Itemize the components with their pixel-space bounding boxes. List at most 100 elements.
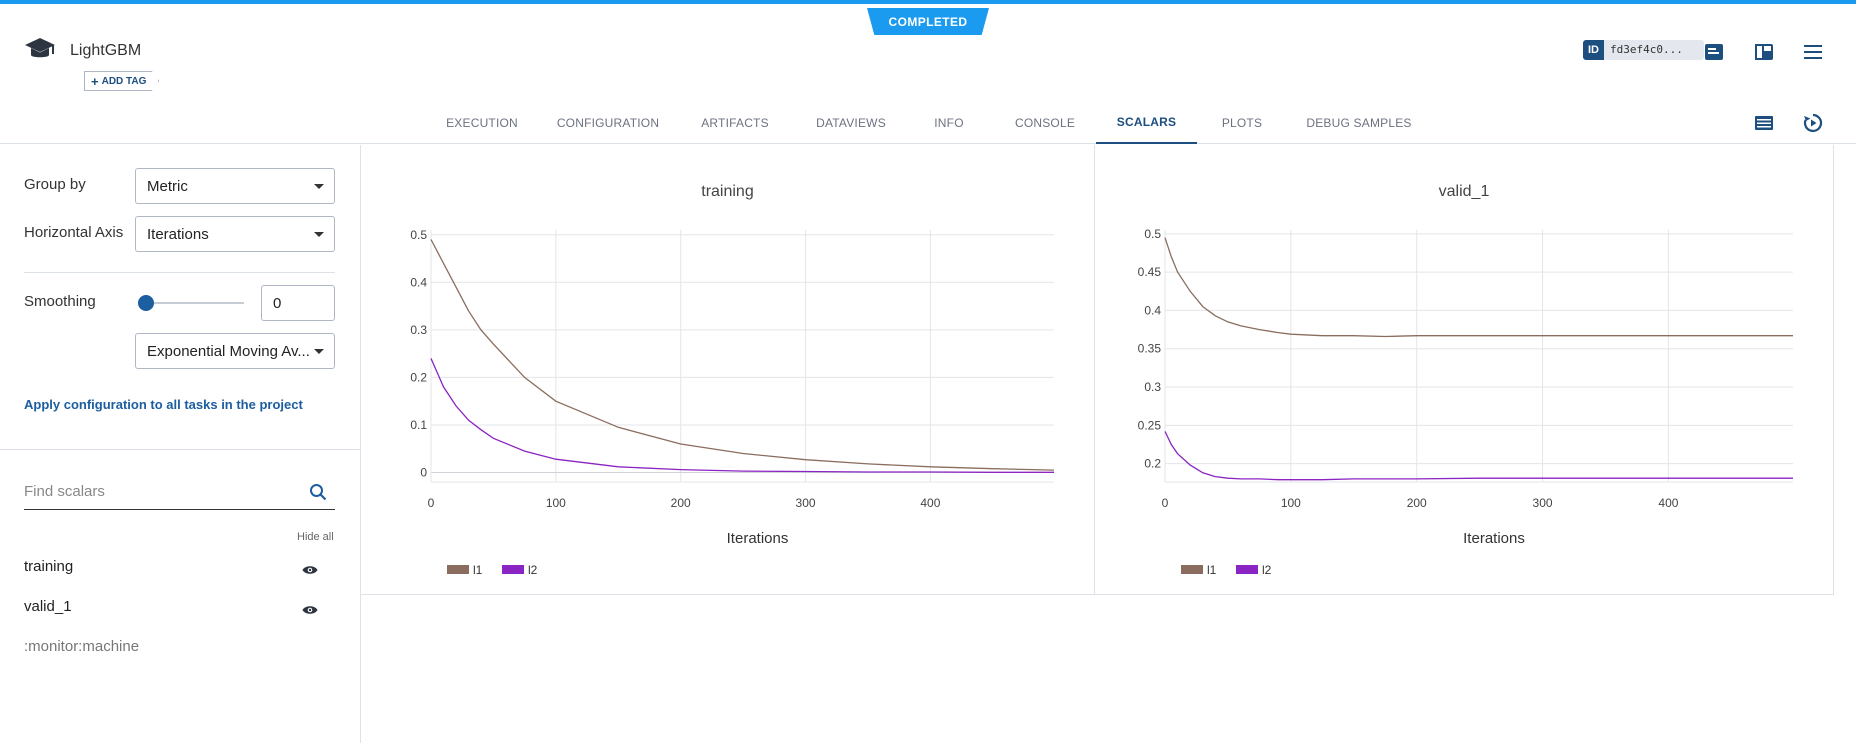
legend-label-l1: l1 xyxy=(1207,563,1217,577)
legend-swatch-l2 xyxy=(502,565,524,574)
horizontal-axis-label: Horizontal Axis xyxy=(24,224,124,241)
legend-swatch-l1 xyxy=(447,565,469,574)
divider xyxy=(24,272,335,273)
refresh-icon xyxy=(1803,113,1823,133)
valid-1-chart[interactable]: valid_1 0 100 200 300 400 0.2 0.25 0.3 0.35 0.4 0.4… xyxy=(1095,145,1834,595)
y-tick-label: 0.1 xyxy=(410,418,427,432)
divider xyxy=(0,449,361,450)
smoothing-label: Smoothing xyxy=(24,293,96,310)
y-tick-label: 0.45 xyxy=(1138,265,1162,279)
details-icon xyxy=(1705,44,1723,60)
tab-configuration[interactable]: CONFIGURATION xyxy=(556,116,660,130)
scalars-content: training 0 100 200 300 400 0 0.1 0.2 0.3 0.4 0.5 Ite… xyxy=(361,145,1856,743)
tab-debug-samples[interactable]: DEBUG SAMPLES xyxy=(1306,116,1412,130)
x-tick-label: 0 xyxy=(428,496,435,510)
group-by-select[interactable]: Metric xyxy=(135,168,335,204)
legend-label-l2: l2 xyxy=(1262,563,1272,577)
legend-swatch-l1 xyxy=(1181,565,1203,574)
series-line-l2 xyxy=(1164,431,1793,481)
legend-swatch-l2 xyxy=(1236,565,1258,574)
group-by-value: Metric xyxy=(147,177,188,195)
x-axis-title: Iterations xyxy=(727,530,789,547)
tab-execution[interactable]: EXECUTION xyxy=(446,116,518,130)
chevron-down-icon xyxy=(314,232,324,237)
chart-card-training: training 0 100 200 300 400 0 0.1 0.2 0.3 0.4 0.5 Ite… xyxy=(361,145,1095,595)
horizontal-axis-select[interactable]: Iterations xyxy=(135,216,335,252)
horizontal-axis-value: Iterations xyxy=(147,225,209,243)
x-tick-label: 400 xyxy=(1658,496,1678,510)
scalars-settings-sidebar: Group by Metric Horizontal Axis Iteratio… xyxy=(0,145,361,743)
y-tick-label: 0.35 xyxy=(1138,342,1162,356)
tab-plots[interactable]: PLOTS xyxy=(1221,116,1263,130)
y-tick-label: 0.25 xyxy=(1138,418,1162,432)
y-tick-label: 0.2 xyxy=(410,370,427,384)
chart-card-valid-1: valid_1 0 100 200 300 400 0.2 0.25 0.3 0.35 0.4 0.4… xyxy=(1095,145,1834,595)
x-tick-label: 100 xyxy=(546,496,566,510)
smoothing-slider-track[interactable] xyxy=(146,302,244,304)
smoothing-input[interactable]: 0 xyxy=(261,285,335,321)
task-tabs: EXECUTION CONFIGURATION ARTIFACTS DATAVI… xyxy=(0,102,1856,144)
auto-refresh-button[interactable] xyxy=(1801,111,1825,135)
x-tick-label: 100 xyxy=(1281,496,1301,510)
training-chart[interactable]: training 0 100 200 300 400 0 0.1 0.2 0.3 0.4 0.5 Ite… xyxy=(361,145,1095,595)
metric-item-monitor-machine[interactable]: :monitor:machine xyxy=(24,638,140,655)
id-label: ID xyxy=(1583,40,1604,60)
smoothing-method-select[interactable]: Exponential Moving Av... xyxy=(135,333,335,369)
hamburger-icon xyxy=(1804,45,1822,59)
chevron-down-icon xyxy=(314,184,324,189)
top-progress-bar xyxy=(0,0,1856,4)
x-tick-label: 400 xyxy=(920,496,940,510)
y-tick-label: 0.3 xyxy=(1144,380,1161,394)
chart-title: valid_1 xyxy=(1439,183,1490,200)
info-panel-button[interactable] xyxy=(1702,40,1726,64)
x-tick-label: 0 xyxy=(1162,496,1169,510)
tab-scalars[interactable]: SCALARS xyxy=(1096,102,1197,144)
x-tick-label: 300 xyxy=(796,496,816,510)
y-tick-label: 0.4 xyxy=(410,275,427,289)
eye-icon[interactable] xyxy=(302,604,318,616)
graduation-cap-icon xyxy=(25,38,55,58)
find-scalars-input[interactable]: Find scalars xyxy=(24,478,335,510)
group-by-label: Group by xyxy=(24,176,86,193)
hide-all-button[interactable]: Hide all xyxy=(297,531,334,543)
y-tick-label: 0.5 xyxy=(1144,227,1161,241)
chart-title: training xyxy=(701,183,753,200)
task-id-badge[interactable]: ID fd3ef4c0... xyxy=(1583,40,1704,60)
eye-icon[interactable] xyxy=(302,564,318,576)
id-value: fd3ef4c0... xyxy=(1604,40,1704,60)
search-icon[interactable] xyxy=(309,483,327,501)
smoothing-slider-thumb[interactable] xyxy=(138,295,154,311)
series-line-l2 xyxy=(430,358,1054,473)
series-line-l1 xyxy=(430,239,1055,471)
task-header: LightGBM + ADD TAG ID fd3ef4c0... COMPLE… xyxy=(0,4,1856,144)
plus-icon: + xyxy=(91,73,99,89)
chevron-down-icon xyxy=(314,349,324,354)
layout-toggle-button[interactable] xyxy=(1752,40,1776,64)
tab-artifacts[interactable]: ARTIFACTS xyxy=(701,116,769,130)
menu-button[interactable] xyxy=(1801,40,1825,64)
add-tag-label: ADD TAG xyxy=(101,75,147,87)
table-view-button[interactable] xyxy=(1752,111,1776,135)
tab-console[interactable]: CONSOLE xyxy=(1014,116,1076,130)
x-tick-label: 300 xyxy=(1533,496,1553,510)
legend-label-l2: l2 xyxy=(528,563,538,577)
apply-to-all-link[interactable]: Apply configuration to all tasks in the … xyxy=(24,397,303,412)
legend-label-l1: l1 xyxy=(473,563,483,577)
smoothing-method-value: Exponential Moving Av... xyxy=(147,342,310,360)
metric-item-valid-1[interactable]: valid_1 xyxy=(24,598,72,615)
metric-item-training[interactable]: training xyxy=(24,558,74,575)
y-tick-label: 0 xyxy=(420,465,427,479)
add-tag-button[interactable]: + ADD TAG xyxy=(84,71,160,91)
y-tick-label: 0.4 xyxy=(1144,303,1161,317)
y-tick-label: 0.3 xyxy=(410,323,427,337)
tab-dataviews[interactable]: DATAVIEWS xyxy=(816,116,886,130)
status-badge: COMPLETED xyxy=(867,8,989,35)
y-tick-label: 0.2 xyxy=(1144,457,1161,471)
y-tick-label: 0.5 xyxy=(410,228,427,242)
find-scalars-placeholder: Find scalars xyxy=(24,483,105,500)
tab-info[interactable]: INFO xyxy=(934,116,964,130)
x-axis-title: Iterations xyxy=(1463,530,1525,547)
x-tick-label: 200 xyxy=(1407,496,1427,510)
task-name: LightGBM xyxy=(70,42,142,59)
layout-icon xyxy=(1755,44,1773,60)
